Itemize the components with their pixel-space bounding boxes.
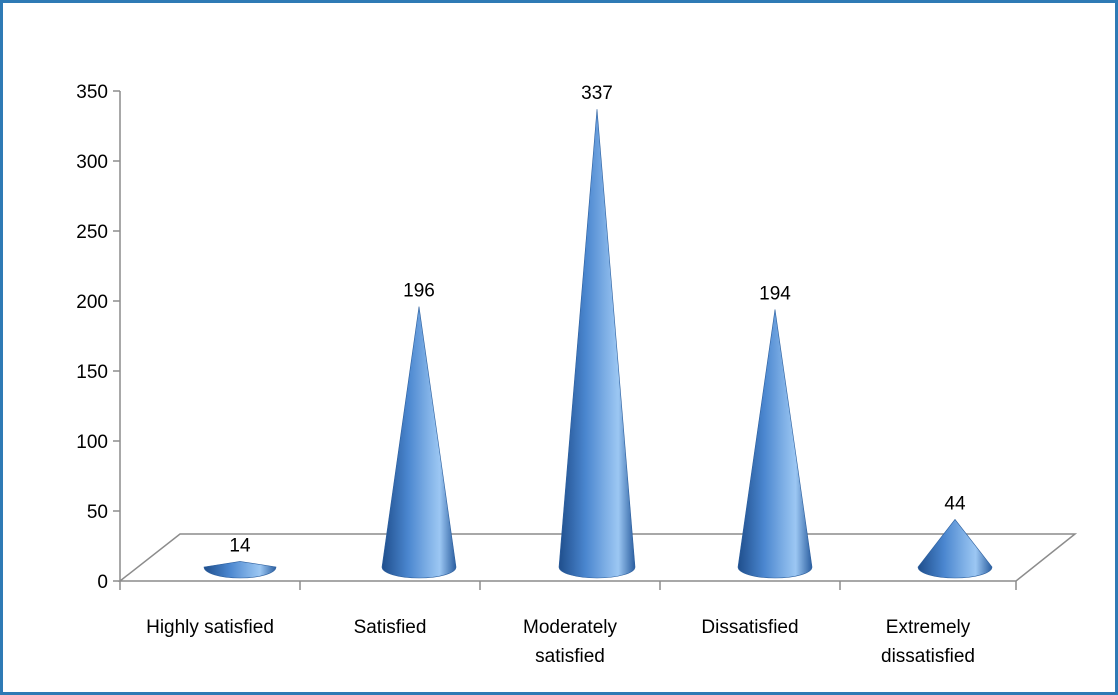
cone-mark xyxy=(203,561,277,579)
data-label: 14 xyxy=(229,535,251,556)
x-category-label: Moderately satisfied xyxy=(523,617,617,667)
y-tick-label: 200 xyxy=(76,292,108,313)
data-label: 337 xyxy=(581,83,613,104)
y-tick-label: 300 xyxy=(76,152,108,173)
data-label: 194 xyxy=(759,283,791,304)
labels-layer: 14 196 337 194 44 Highly satisfied Satisfied Mo… xyxy=(146,83,975,667)
cone-mark xyxy=(737,309,813,579)
y-tick-label: 100 xyxy=(76,432,108,453)
cone-mark xyxy=(558,109,636,579)
y-tick-label: 350 xyxy=(76,82,108,103)
chart-floor xyxy=(117,533,1078,582)
y-tick-label: 50 xyxy=(87,502,108,523)
cone-mark xyxy=(917,518,993,579)
data-label: 196 xyxy=(403,281,435,302)
y-tick-label: 0 xyxy=(97,572,108,593)
x-category-label: Dissatisfied xyxy=(701,617,798,638)
x-category-label: Satisfied xyxy=(354,617,427,638)
data-label: 44 xyxy=(944,493,966,514)
axes-layer: 0 50 100 150 200 250 300 350 xyxy=(76,82,1078,593)
x-category-label: Extremely dissatisfied xyxy=(881,617,975,667)
cone-mark xyxy=(381,306,457,579)
y-tick-label: 250 xyxy=(76,222,108,243)
cones-layer xyxy=(203,109,993,579)
x-category-label: Highly satisfied xyxy=(146,617,274,638)
y-tick-label: 150 xyxy=(76,362,108,383)
